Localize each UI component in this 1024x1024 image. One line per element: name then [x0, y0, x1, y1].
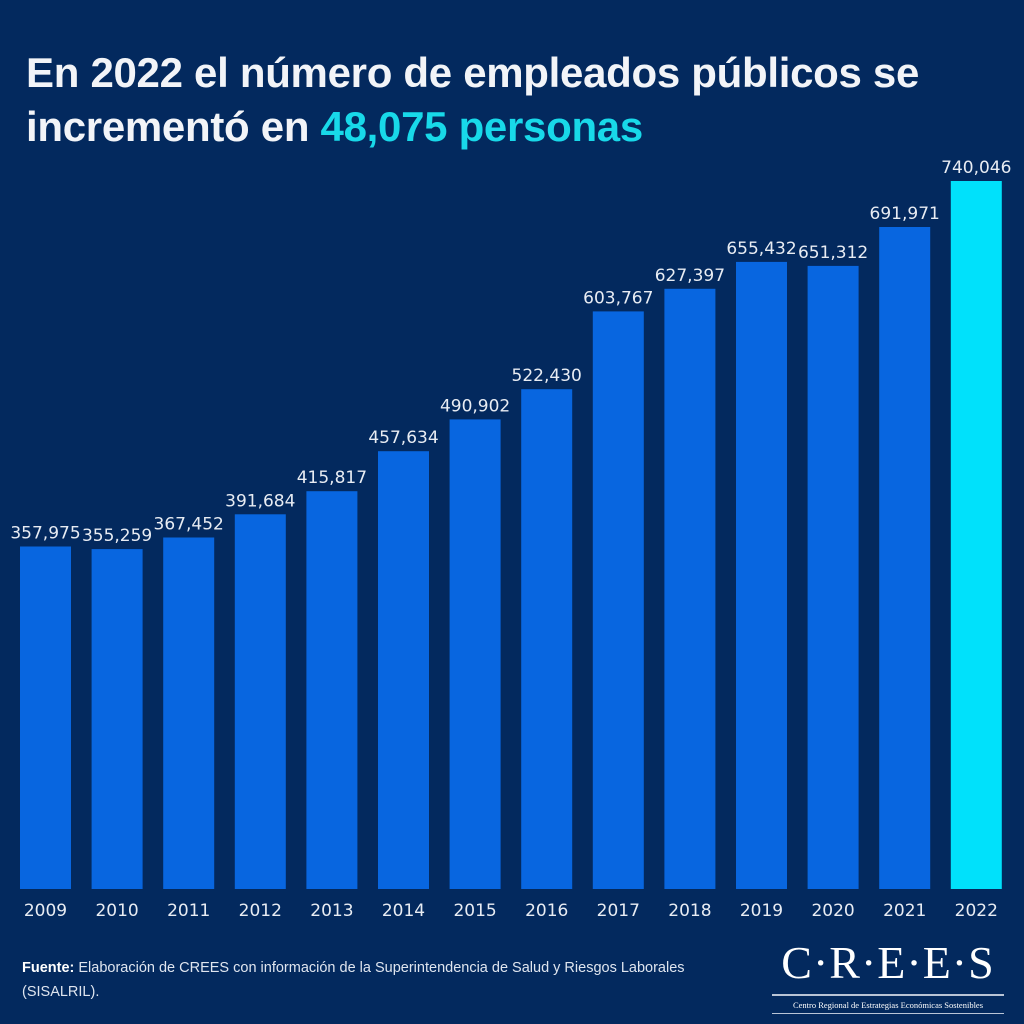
bar-2018 — [664, 288, 716, 889]
bar-2010 — [91, 549, 143, 889]
bar-2022 — [950, 181, 1002, 889]
logo-subtitle: Centro Regional de Estrategias Económica… — [792, 1000, 984, 1010]
bar-2020 — [807, 265, 859, 889]
bar-2012 — [234, 514, 286, 889]
x-tick-2011: 2011 — [167, 901, 210, 921]
x-tick-2009: 2009 — [24, 901, 67, 921]
source-label: Fuente: — [22, 960, 75, 976]
bar-2017 — [592, 311, 644, 889]
bar-2016 — [521, 389, 573, 889]
bar-2011 — [163, 537, 215, 889]
value-labels-group: 357,975 355,259367,452391,684415,817457,6… — [10, 158, 1011, 546]
value-label-2017: 603,767 — [583, 288, 653, 308]
title-highlight: 48,075 personas — [320, 103, 644, 150]
value-label-2019: 655,432 — [726, 239, 796, 259]
source-note: Fuente: Elaboración de CREES con informa… — [22, 956, 722, 1004]
bar-2009 — [20, 546, 71, 889]
x-axis-ticks: 2009 2010 2011 2012 2013 2014 2015 2016 2017 2018… — [24, 901, 998, 921]
value-label-2022: 740,046 — [941, 158, 1011, 178]
x-tick-2013: 2013 — [310, 901, 353, 921]
value-label-2016: 522,430 — [512, 366, 582, 386]
chart-title: En 2022 el número de empleados públicos … — [26, 46, 1006, 154]
x-tick-2020: 2020 — [811, 901, 854, 921]
x-tick-2014: 2014 — [382, 901, 425, 921]
x-tick-2012: 2012 — [239, 901, 282, 921]
bar-2013 — [306, 491, 358, 889]
x-tick-2017: 2017 — [597, 901, 640, 921]
value-label-2021: 691,971 — [870, 204, 940, 224]
value-label-2010: 355,259 — [82, 526, 152, 546]
crees-logo: C·R·E·E·S Centro Regional de Estrategias… — [772, 938, 1004, 1014]
logo-divider-bottom — [772, 1013, 1004, 1014]
x-tick-2018: 2018 — [668, 901, 711, 921]
bar-2019 — [736, 261, 787, 889]
value-label-2012: 391,684 — [225, 491, 295, 511]
logo-divider — [772, 994, 1004, 996]
x-tick-2022: 2022 — [955, 901, 998, 921]
x-tick-2015: 2015 — [453, 901, 496, 921]
bar-chart: 357,975 355,259367,452391,684415,817457,6… — [10, 158, 1011, 921]
logo-wordmark: C·R·E·E·S — [781, 937, 995, 988]
value-label-2009: 357,975 — [10, 524, 80, 544]
x-tick-2021: 2021 — [883, 901, 926, 921]
source-text: Elaboración de CREES con información de … — [22, 960, 685, 1000]
bar-2014 — [378, 451, 429, 889]
value-label-2013: 415,817 — [297, 468, 367, 488]
x-tick-2019: 2019 — [740, 901, 783, 921]
value-label-2014: 457,634 — [368, 428, 438, 448]
bars-group — [20, 181, 1002, 889]
x-tick-2016: 2016 — [525, 901, 568, 921]
x-tick-2010: 2010 — [95, 901, 138, 921]
value-label-2015: 490,902 — [440, 396, 510, 416]
title-text: En 2022 el número de empleados públicos … — [26, 49, 920, 150]
value-label-2011: 367,452 — [154, 515, 224, 535]
bar-2021 — [879, 227, 931, 889]
value-label-2020: 651,312 — [798, 243, 868, 263]
value-label-2018: 627,397 — [655, 266, 725, 286]
bar-2015 — [449, 419, 501, 889]
